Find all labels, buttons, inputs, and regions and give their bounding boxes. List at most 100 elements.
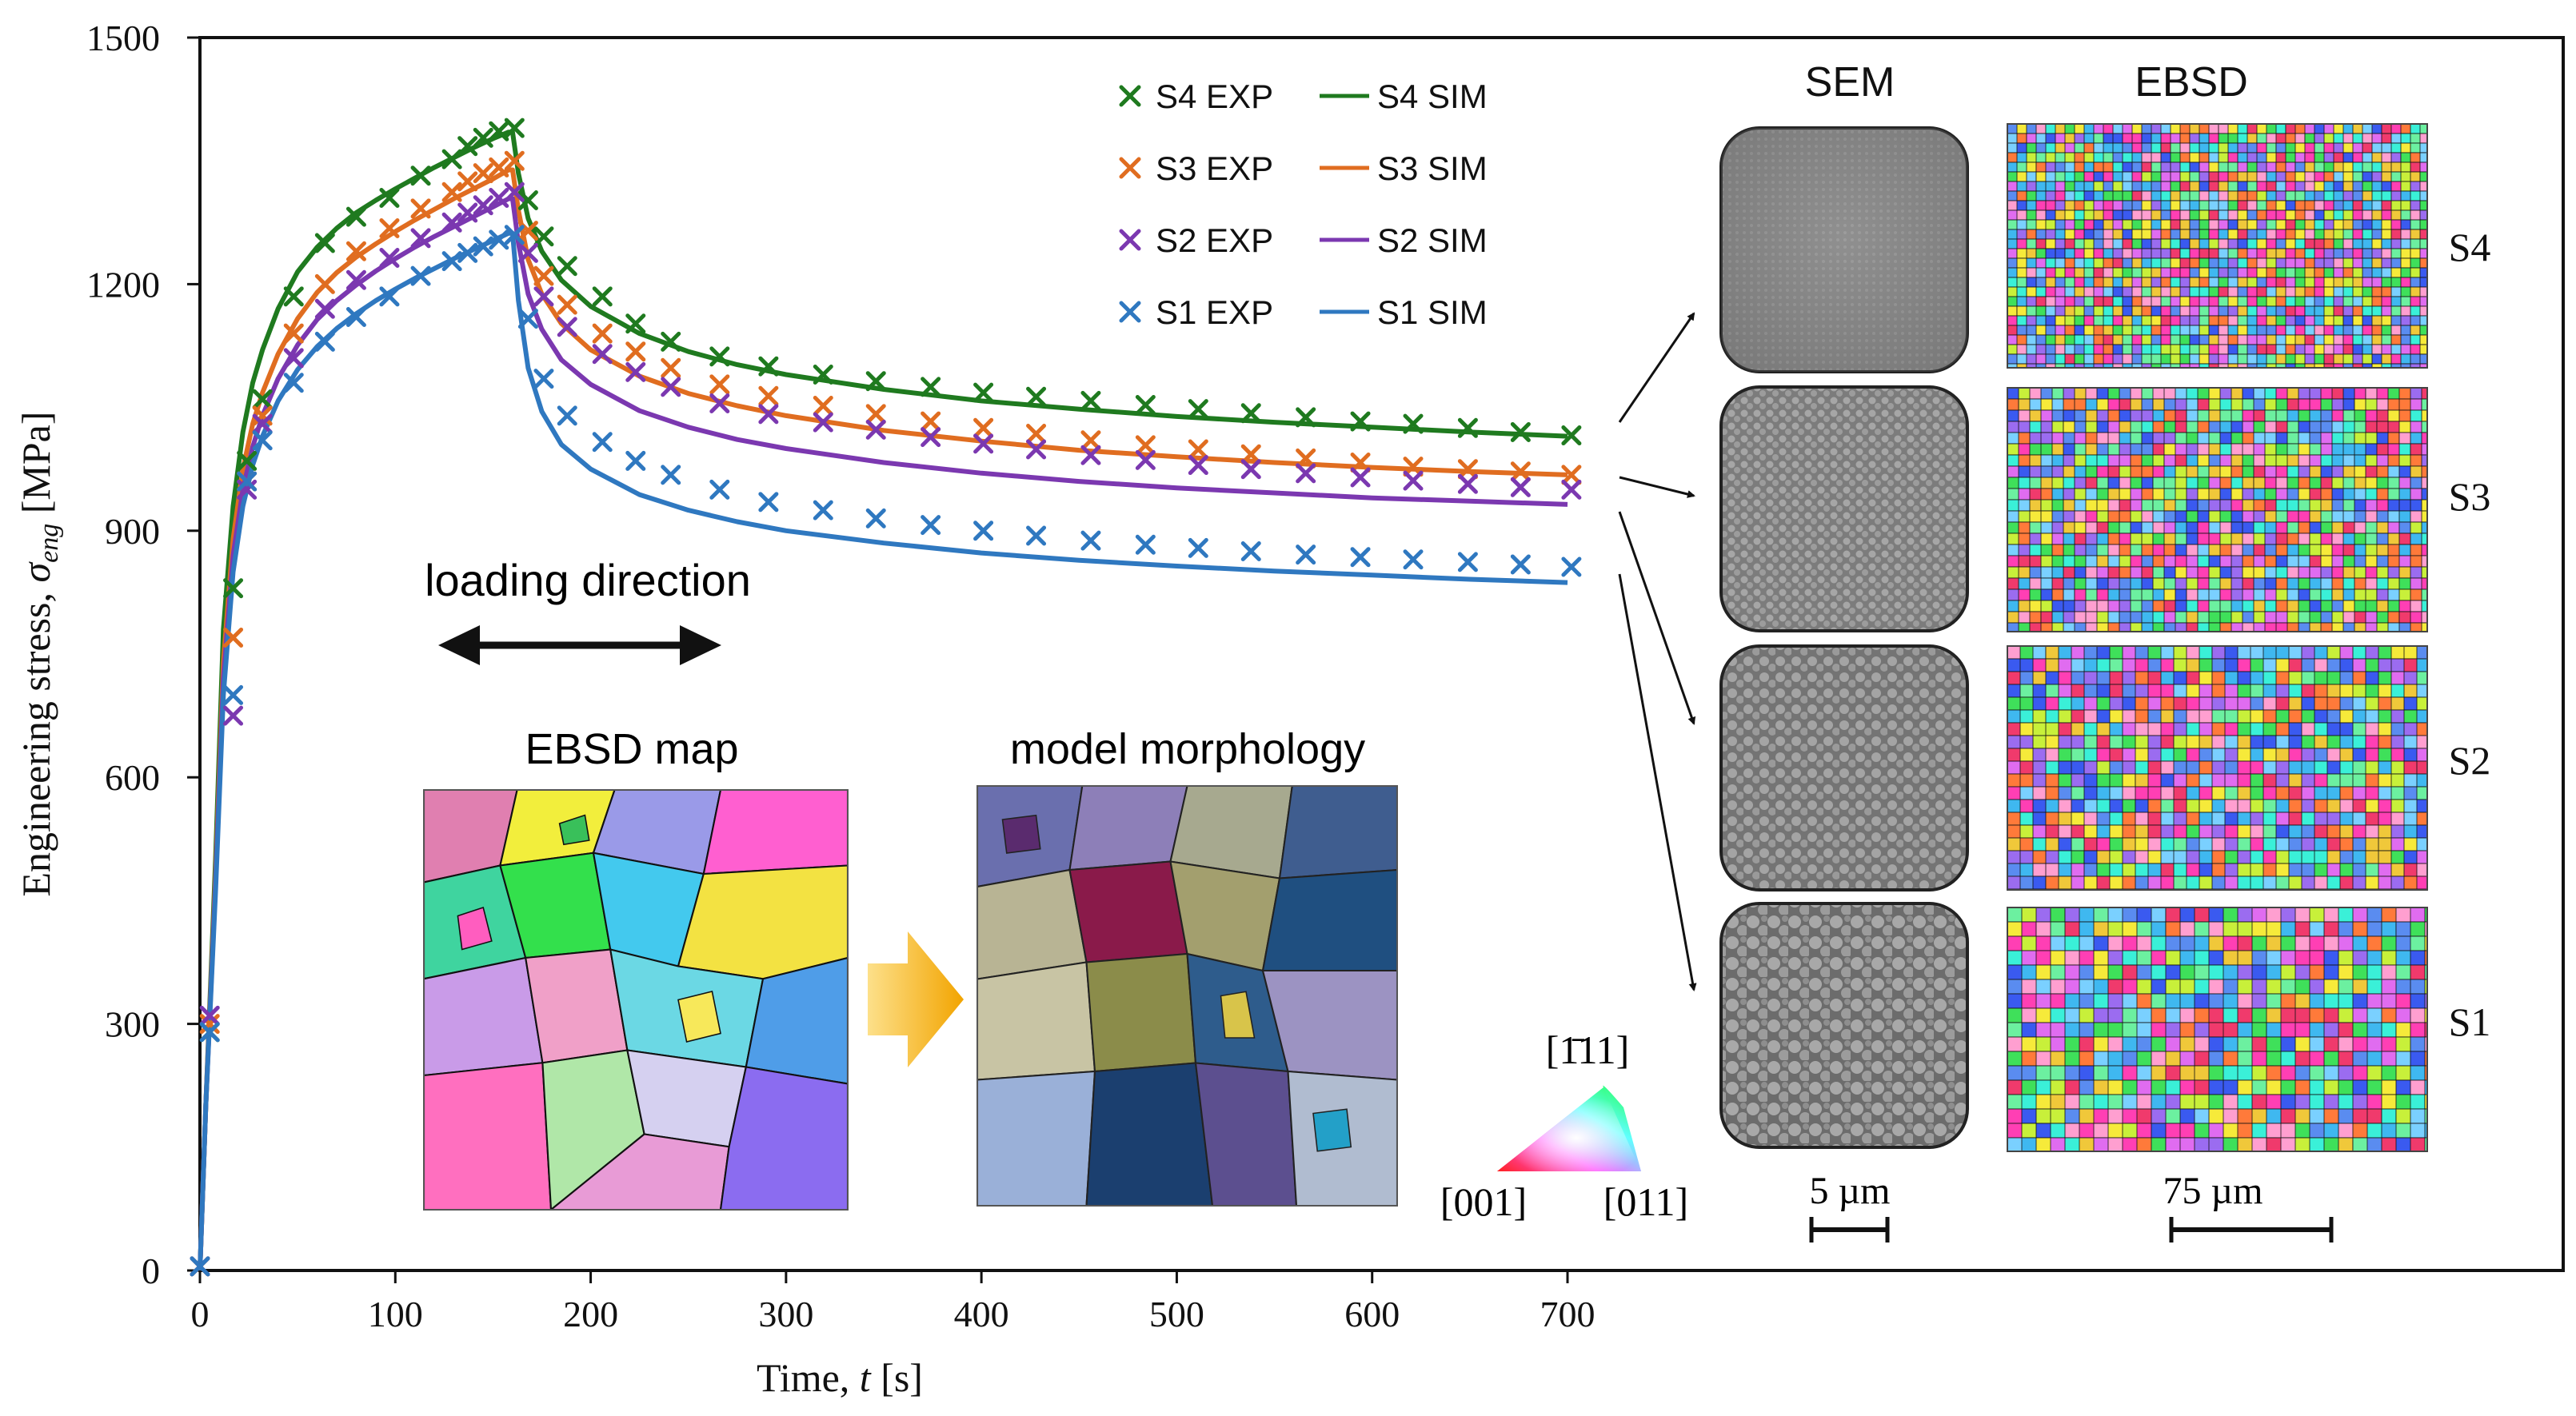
x-tick-label: 100 (368, 1294, 423, 1334)
data-point (314, 233, 335, 253)
legend-marker (1119, 229, 1141, 251)
data-point (625, 341, 646, 362)
data-point (709, 346, 730, 367)
x-axis-title-text: Time, (757, 1355, 849, 1400)
data-point (252, 413, 273, 434)
sem-image-s1 (1719, 902, 1969, 1149)
sem-scale-label: 5 µm (1810, 1170, 1891, 1212)
data-point (557, 256, 577, 277)
data-point (1350, 467, 1371, 488)
data-point (921, 515, 941, 536)
x-tick-label: 300 (758, 1294, 813, 1334)
data-point (1240, 444, 1261, 465)
x-axis-title: Time, t [s] (757, 1355, 923, 1400)
data-point (557, 294, 577, 315)
data-point (283, 348, 304, 369)
legend-label: S3 SIM (1377, 150, 1488, 187)
legend-label: S4 EXP (1156, 78, 1273, 115)
data-point (1080, 530, 1101, 551)
data-point (441, 181, 462, 202)
arrow-to-s4 (1618, 312, 1695, 423)
data-point (1188, 537, 1208, 558)
legend-marker (1119, 157, 1141, 179)
data-point (758, 356, 779, 377)
data-point (283, 373, 304, 393)
data-point (457, 171, 478, 192)
model-morphology-image (976, 785, 1398, 1207)
sem-image-s4 (1719, 126, 1969, 373)
data-point (1403, 457, 1424, 477)
ebsd-scale-label: 75 µm (2163, 1170, 2263, 1212)
data-point (223, 684, 244, 705)
x-tick-label: 500 (1149, 1294, 1204, 1334)
data-point (1080, 390, 1101, 411)
data-point (314, 273, 335, 294)
ebsd-header: EBSD (2135, 59, 2248, 106)
data-point (1457, 417, 1478, 438)
ipf-top-label: [1̄11] (1546, 1027, 1630, 1072)
arrow-to-s1 (1618, 573, 1697, 991)
sem-scale-bar (1809, 1217, 1890, 1242)
data-point (1135, 435, 1156, 456)
data-point (661, 465, 681, 485)
data-point (410, 228, 431, 249)
legend-label: S3 EXP (1156, 150, 1273, 187)
data-point (865, 404, 886, 425)
data-point (252, 389, 273, 409)
data-point (709, 393, 730, 413)
data-point (473, 127, 493, 148)
sample-label-s2: S2 (2449, 738, 2491, 783)
x-axis-title-var: t (860, 1355, 872, 1400)
data-point (1026, 386, 1047, 407)
legend: S4 EXP S3 EXP S2 EXP S1 EXP S4 SIM S3 SIM S2 S… (1119, 78, 1488, 331)
data-point (1457, 552, 1478, 572)
sem-header: SEM (1805, 59, 1895, 106)
data-point (345, 241, 366, 261)
ipf-color-key (1497, 1085, 1641, 1171)
arrow-to-s2 (1618, 511, 1696, 725)
data-point (489, 157, 509, 177)
data-point (1240, 403, 1261, 424)
data-point (758, 404, 779, 425)
double-arrow-icon (438, 625, 721, 665)
data-point (473, 195, 493, 216)
data-point (473, 163, 493, 184)
data-point (557, 317, 577, 337)
data-point (1403, 413, 1424, 434)
sample-label-s1: S1 (2449, 999, 2491, 1044)
data-point (1080, 430, 1101, 451)
x-tick-label: 600 (1344, 1294, 1400, 1334)
data-point (1510, 461, 1531, 482)
data-point (661, 331, 681, 352)
data-point (758, 385, 779, 406)
data-point (504, 181, 525, 202)
data-point (1296, 544, 1316, 565)
data-point (1240, 459, 1261, 480)
data-point (379, 248, 400, 269)
data-point (1188, 439, 1208, 460)
sample-arrows (1618, 312, 1697, 991)
series-line-s1-sim (198, 230, 1568, 1271)
data-point (441, 251, 462, 272)
data-point (1188, 455, 1208, 476)
sem-image-s3 (1719, 385, 1969, 632)
y-tick-label: 900 (105, 511, 160, 552)
legend-label: S2 SIM (1377, 221, 1488, 259)
legend-label: S1 EXP (1156, 293, 1273, 331)
data-point (517, 242, 538, 263)
data-point (517, 309, 538, 329)
data-point (557, 405, 577, 426)
data-point (283, 286, 304, 307)
data-point (533, 369, 554, 389)
data-point (190, 1256, 210, 1277)
x-axis: 0 100 200 300 400 500 600 700 (191, 1270, 1596, 1334)
data-point (625, 450, 646, 471)
data-point (592, 432, 613, 453)
sem-image-s2 (1719, 644, 1969, 891)
data-point (1403, 549, 1424, 570)
x-tick-label: 200 (563, 1294, 618, 1334)
data-point (758, 492, 779, 513)
ebsd-tiles (2007, 123, 2428, 1152)
data-point (813, 412, 833, 433)
